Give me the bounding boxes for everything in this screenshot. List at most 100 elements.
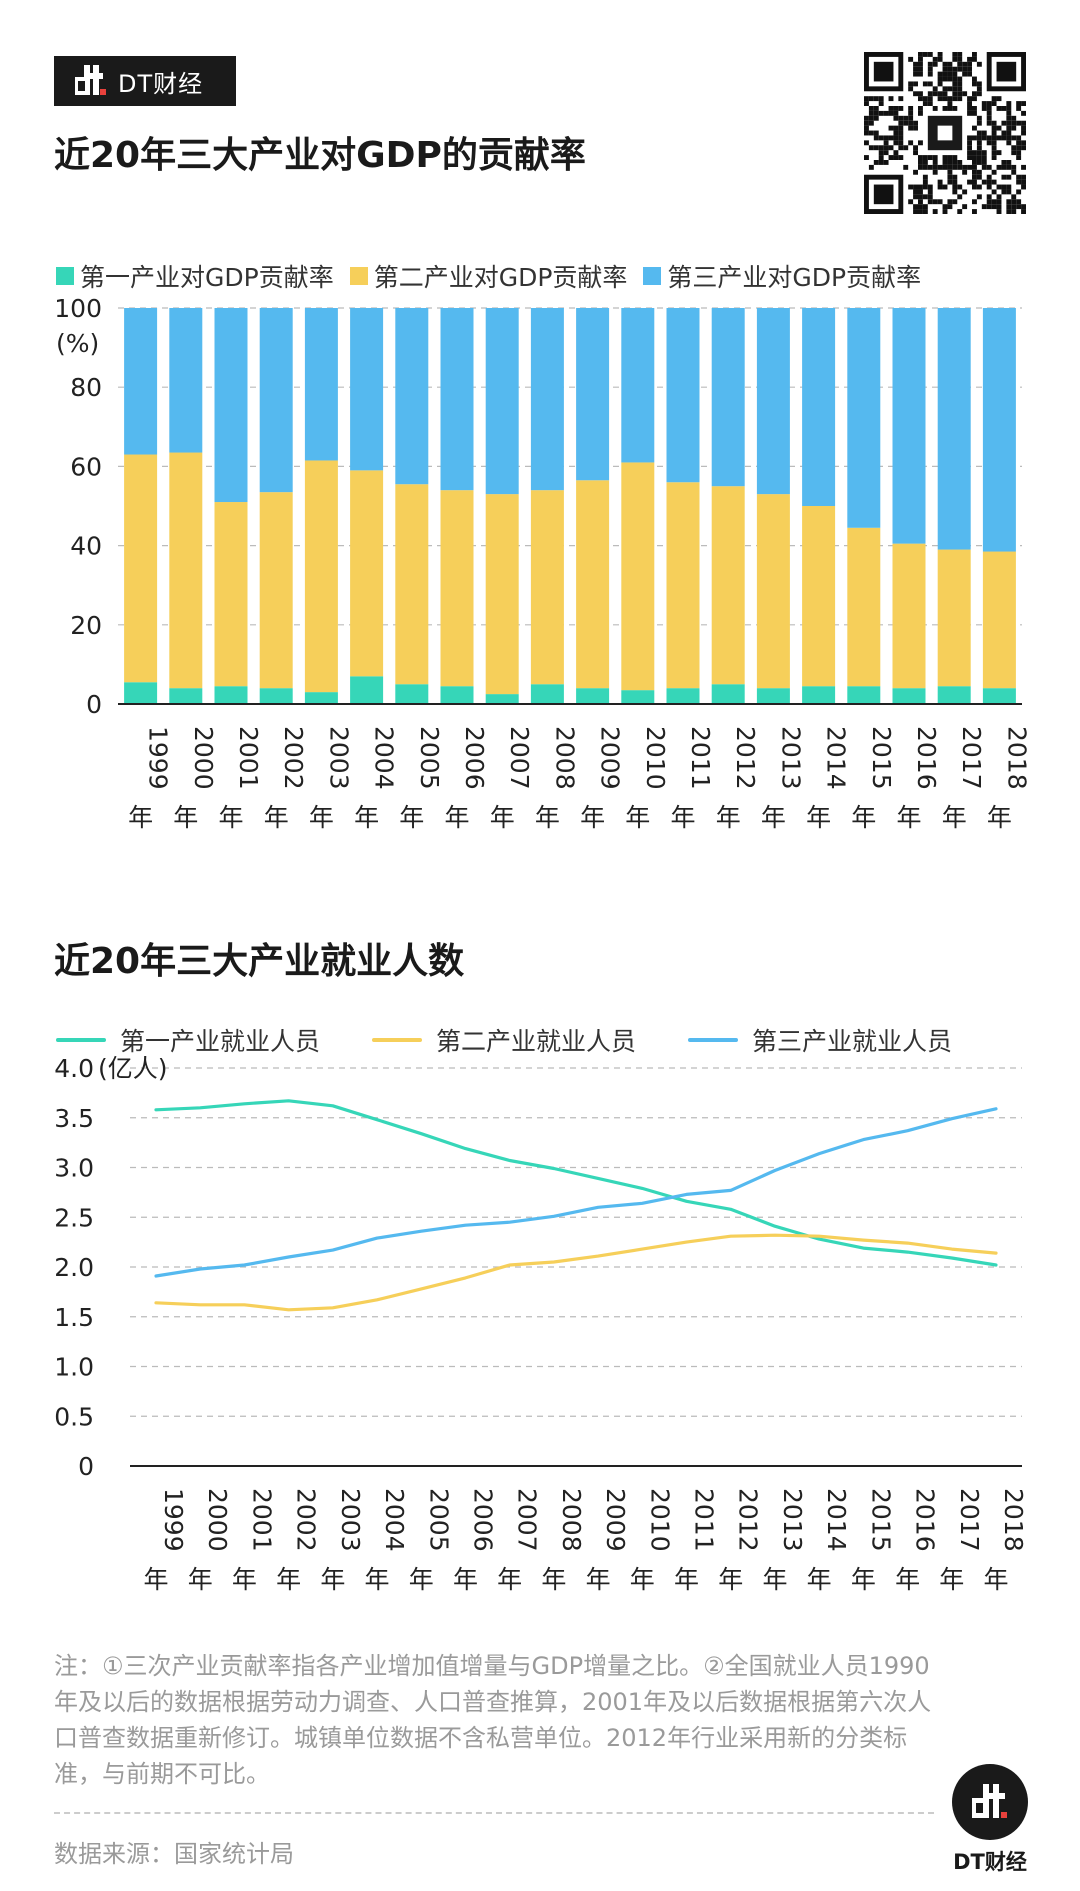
qr-module — [952, 76, 958, 82]
legend-swatch — [372, 1038, 423, 1042]
qr-module — [1016, 101, 1022, 106]
qr-module — [1006, 130, 1012, 136]
qr-module — [991, 204, 997, 210]
qr-module — [972, 199, 977, 205]
qr-module — [1006, 115, 1012, 121]
x-tick-suffix: 年 — [444, 803, 469, 832]
x-tick-year: 2000 — [189, 726, 218, 790]
qr-module — [981, 164, 987, 170]
qr-module — [986, 164, 992, 170]
x-tick-suffix: 年 — [939, 1565, 964, 1594]
x-tick-label: 2013 年 — [762, 1488, 807, 1594]
y-axis-unit: (亿人) — [98, 1054, 168, 1083]
qr-module — [1001, 130, 1007, 136]
x-tick-year: 2014 — [822, 726, 851, 790]
qr-module — [967, 164, 972, 170]
bar-segment — [892, 308, 926, 544]
series-line — [154, 1107, 998, 1278]
qr-module — [1001, 184, 1007, 190]
qr-module — [996, 125, 1002, 131]
x-tick-suffix: 年 — [716, 803, 741, 832]
qr-module — [864, 155, 869, 160]
qr-module — [893, 115, 899, 121]
bar-segment — [756, 308, 790, 495]
qr-module — [937, 96, 943, 102]
qr-module — [957, 56, 963, 62]
qr-module — [947, 101, 953, 106]
qr-module — [942, 76, 948, 82]
bar-segment — [802, 308, 836, 506]
x-tick-suffix: 年 — [896, 803, 921, 832]
qr-module — [947, 61, 953, 67]
bar-segment — [485, 308, 519, 495]
qr-module — [898, 125, 904, 131]
qr-module — [908, 106, 914, 111]
qr-module — [1021, 209, 1026, 214]
qr-module — [952, 179, 958, 185]
qr-module — [976, 86, 982, 92]
y-tick-label: 60 — [70, 452, 102, 481]
qr-module — [898, 106, 904, 111]
qr-module — [903, 115, 909, 121]
qr-module — [986, 110, 992, 116]
qr-module — [1006, 184, 1012, 190]
qr-module — [918, 184, 923, 190]
legend-item: 第一产业对GDP贡献率 — [56, 258, 334, 294]
qr-module — [967, 179, 972, 185]
qr-module — [1011, 150, 1017, 156]
qr-module — [976, 174, 982, 180]
qr-module — [1021, 140, 1026, 146]
qr-module — [962, 71, 968, 77]
qr-module — [927, 96, 933, 102]
legend-label: 第一产业对GDP贡献率 — [80, 263, 334, 292]
qr-module — [927, 194, 933, 200]
x-tick-label: 2011 年 — [674, 1488, 719, 1594]
qr-module — [868, 96, 874, 102]
qr-module — [913, 71, 918, 77]
qr-module — [976, 140, 982, 146]
qr-module — [932, 56, 938, 62]
qr-module — [952, 56, 958, 62]
footer-brand: DT财经 — [953, 1850, 1027, 1874]
qr-module — [932, 155, 938, 160]
qr-module — [1016, 155, 1022, 160]
qr-module — [972, 106, 977, 111]
bar-segment — [395, 684, 429, 704]
qr-module — [898, 115, 904, 121]
bar-segment — [711, 486, 745, 685]
chart2-legend: 第一产业就业人员 第二产业就业人员 第三产业就业人员 — [56, 1022, 1004, 1058]
qr-module — [962, 164, 968, 170]
qr-module — [893, 135, 899, 141]
x-tick-suffix: 年 — [320, 1565, 345, 1594]
x-tick-year: 2017 — [957, 726, 986, 790]
qr-module — [893, 125, 899, 131]
qr-module — [932, 106, 938, 111]
qr-module — [913, 204, 918, 210]
qr-module — [868, 110, 874, 116]
x-tick-suffix: 年 — [762, 1565, 787, 1594]
qr-module — [913, 81, 918, 87]
legend-label: 第三产业就业人员 — [752, 1027, 953, 1056]
bar-segment — [847, 527, 881, 687]
x-tick-year: 2011 — [690, 1488, 719, 1552]
x-tick-label: 2016 年 — [896, 726, 941, 832]
qr-module — [972, 174, 977, 180]
qr-module — [952, 81, 958, 87]
brand-name: DT财经 — [118, 69, 204, 98]
legend-label: 第二产业就业人员 — [436, 1027, 637, 1056]
qr-module — [913, 145, 918, 151]
bar-segment — [847, 308, 881, 528]
qr-module — [952, 184, 958, 190]
x-tick-suffix: 年 — [276, 1565, 301, 1594]
x-tick-label: 1999 年 — [128, 726, 173, 832]
qr-module — [1021, 101, 1026, 106]
qr-module — [981, 135, 987, 141]
x-tick-year: 2015 — [866, 1488, 895, 1552]
qr-module — [913, 91, 918, 97]
qr-module — [937, 199, 943, 205]
x-tick-label: 2018 年 — [983, 1488, 1028, 1594]
qr-module — [922, 184, 928, 190]
qr-module — [957, 66, 963, 72]
qr-module — [986, 199, 992, 205]
qr-module — [1021, 120, 1026, 126]
